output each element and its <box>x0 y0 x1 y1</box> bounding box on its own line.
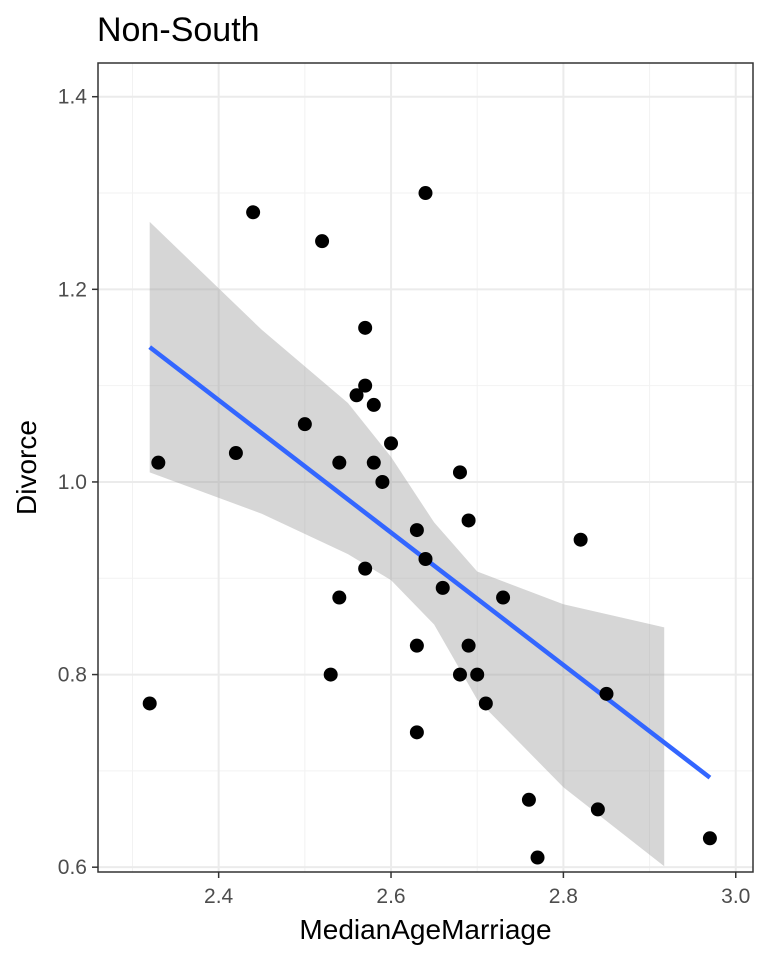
points-layer <box>142 186 717 865</box>
y-tick-label: 1.0 <box>58 471 87 494</box>
data-point <box>599 686 614 701</box>
data-point <box>435 580 450 595</box>
y-tick-label: 1.4 <box>58 86 88 109</box>
data-point <box>496 590 511 605</box>
data-point <box>470 667 485 682</box>
y-tick-label: 0.8 <box>58 664 87 687</box>
data-point <box>384 436 399 451</box>
grid-layer <box>98 63 753 872</box>
data-point <box>452 465 467 480</box>
data-point <box>246 205 261 220</box>
data-point <box>461 513 476 528</box>
y-tick-label: 1.2 <box>58 278 87 301</box>
axis-layer: 2.4 2.6 2.8 3.0 0.6 0.8 1.0 1.2 1.4 <box>58 86 751 908</box>
data-point <box>702 831 717 846</box>
data-point <box>418 551 433 566</box>
data-point <box>409 523 424 538</box>
data-point <box>332 590 347 605</box>
data-point <box>521 792 536 807</box>
data-point <box>358 320 373 335</box>
data-point <box>530 850 545 865</box>
y-tick-label: 0.6 <box>58 856 87 879</box>
y-axis-title: Divorce <box>11 420 42 515</box>
data-point <box>349 388 364 403</box>
data-point <box>590 802 605 817</box>
x-tick-label: 3.0 <box>721 885 750 908</box>
plot-panel-border <box>97 62 754 873</box>
data-point <box>366 397 381 412</box>
data-point <box>461 638 476 653</box>
data-point <box>573 532 588 547</box>
data-point <box>142 696 157 711</box>
data-point <box>409 638 424 653</box>
data-point <box>358 378 373 393</box>
data-point <box>452 667 467 682</box>
data-point <box>151 455 166 470</box>
data-point <box>409 725 424 740</box>
data-point <box>375 474 390 489</box>
data-point <box>228 446 243 461</box>
data-point <box>315 234 330 249</box>
x-tick-label: 2.8 <box>549 885 578 908</box>
x-axis-title: MedianAgeMarriage <box>299 914 551 945</box>
x-tick-label: 2.6 <box>376 885 405 908</box>
data-point <box>297 417 312 432</box>
data-point <box>358 561 373 576</box>
data-point <box>418 186 433 201</box>
chart-title: Non-South <box>97 11 260 49</box>
x-tick-label: 2.4 <box>204 885 234 908</box>
data-point <box>366 455 381 470</box>
data-point <box>323 667 338 682</box>
data-point <box>332 455 347 470</box>
data-point <box>478 696 493 711</box>
